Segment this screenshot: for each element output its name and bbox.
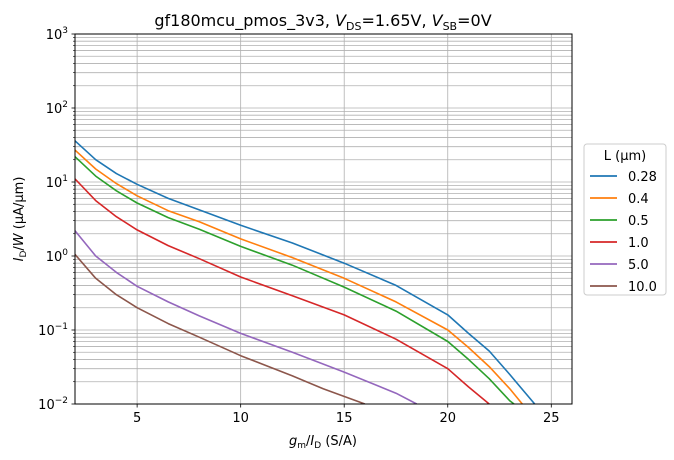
legend-label: 0.28 — [628, 170, 657, 185]
y-tick-label: 100 — [46, 248, 69, 265]
tick-labels: 10−2 10−1 100 101 102 103 5 10 15 20 25 — [38, 26, 559, 426]
legend-box — [583, 143, 667, 296]
legend-label: 1.0 — [628, 236, 649, 251]
series-line-1_0 — [75, 178, 490, 404]
x-tick-label: 5 — [133, 411, 141, 426]
series-line-10_0 — [75, 253, 366, 404]
x-tick-label: 10 — [232, 411, 249, 426]
y-tick-label: 101 — [46, 174, 68, 191]
series-line-0_28 — [75, 140, 536, 404]
legend-label: 10.0 — [628, 280, 657, 295]
series-layer — [75, 140, 536, 404]
series-line-0_5 — [75, 156, 515, 404]
x-tick-label: 15 — [336, 411, 353, 426]
legend-label: 0.5 — [628, 214, 649, 229]
legend-label: 5.0 — [628, 258, 649, 273]
y-axis-label: ID/W (μA/μm) — [12, 177, 29, 262]
plot-frame — [74, 33, 573, 405]
y-tick-label: 102 — [46, 100, 68, 117]
legend-label: 0.4 — [628, 192, 649, 207]
series-line-0_4 — [75, 149, 523, 404]
chart-title: gf180mcu_pmos_3v3, VDS=1.65V, VSB=0V — [154, 11, 491, 33]
legend: L (μm) 0.28 0.4 0.5 1.0 5.0 10.0 — [583, 143, 667, 296]
x-tick-label: 25 — [543, 411, 560, 426]
y-tick-label: 10−1 — [38, 322, 68, 339]
series-line-5_0 — [75, 230, 418, 404]
legend-entries: 0.28 0.4 0.5 1.0 5.0 10.0 — [590, 170, 657, 295]
x-tick-label: 20 — [439, 411, 456, 426]
y-tick-label: 10−2 — [38, 396, 68, 413]
legend-title: L (μm) — [604, 149, 646, 164]
axis-ticks — [71, 33, 552, 408]
minor-grid — [75, 36, 572, 383]
x-axis-label: gm/ID (S/A) — [289, 434, 357, 451]
y-tick-label: 103 — [46, 26, 68, 43]
